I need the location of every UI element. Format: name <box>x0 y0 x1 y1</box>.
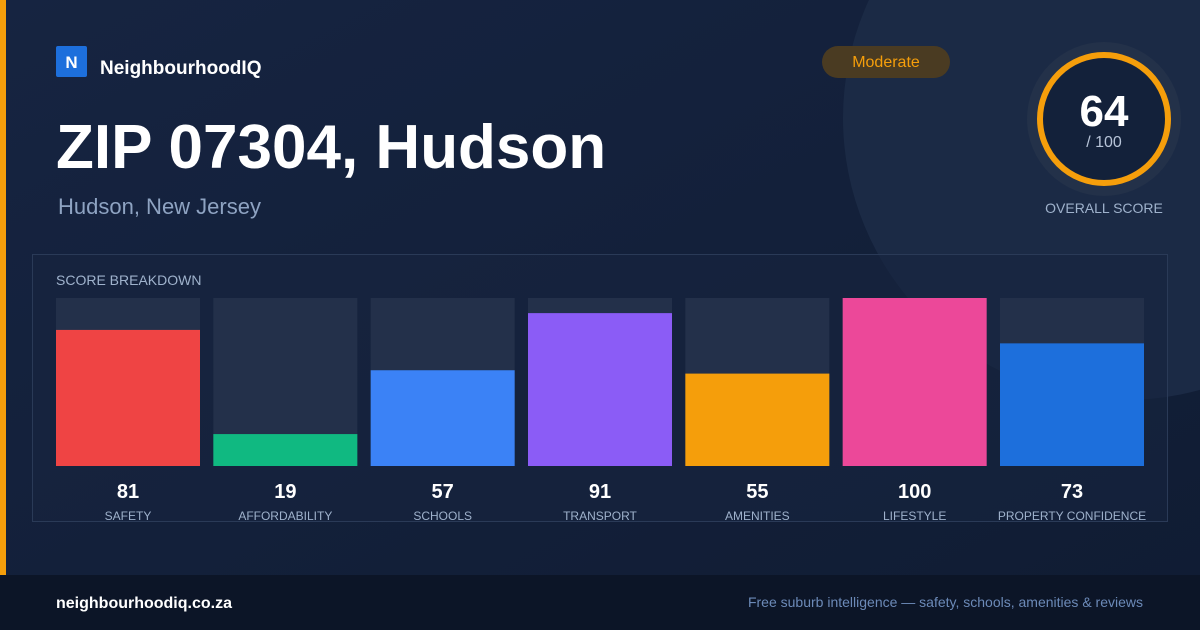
logo-letter: N <box>65 53 77 72</box>
bar-value: 55 <box>746 481 768 503</box>
footer-bar <box>0 575 1200 630</box>
bar-label: TRANSPORT <box>563 509 637 523</box>
badge <box>822 46 950 78</box>
bar <box>842 298 987 466</box>
bar-value: 100 <box>898 481 931 503</box>
brand-name: NeighbourhoodIQ <box>100 58 261 79</box>
accent-strip <box>0 0 6 575</box>
subtitle: Hudson, New Jersey <box>58 194 261 219</box>
score-max: / 100 <box>1086 134 1122 151</box>
bar <box>213 434 358 466</box>
bar-label: PROPERTY CONFIDENCE <box>998 509 1146 523</box>
breakdown-title: SCORE BREAKDOWN <box>56 272 201 288</box>
footer-site: neighbourhoodiq.co.za <box>56 595 232 612</box>
bar <box>685 373 830 466</box>
bars: 81 SAFETY 19 AFFORDABILITY 57 SCHOOLS 91 TRANSP… <box>56 298 1146 523</box>
bar <box>370 370 515 466</box>
bar-label: SAFETY <box>105 509 152 523</box>
bar-label: LIFESTYLE <box>883 509 946 523</box>
score-value: 64 <box>1080 87 1129 136</box>
bar-value: 19 <box>274 481 296 503</box>
bar-label: SCHOOLS <box>413 509 472 523</box>
bar-label: AMENITIES <box>725 509 790 523</box>
bar-label: AFFORDABILITY <box>238 509 332 523</box>
bar <box>1000 343 1144 466</box>
bar-value: 73 <box>1061 481 1083 503</box>
score-label: OVERALL SCORE <box>1045 200 1163 216</box>
footer-tagline: Free suburb intelligence — safety, schoo… <box>748 594 1143 610</box>
bar <box>56 329 200 466</box>
score-ring <box>1037 52 1171 186</box>
badge-text: Moderate <box>852 54 920 71</box>
bar-value: 91 <box>589 481 611 503</box>
logo <box>56 46 87 77</box>
bar-value: 57 <box>432 481 454 503</box>
bar <box>528 313 672 466</box>
title: ZIP 07304, Hudson <box>56 113 606 182</box>
bar-value: 81 <box>117 481 139 503</box>
